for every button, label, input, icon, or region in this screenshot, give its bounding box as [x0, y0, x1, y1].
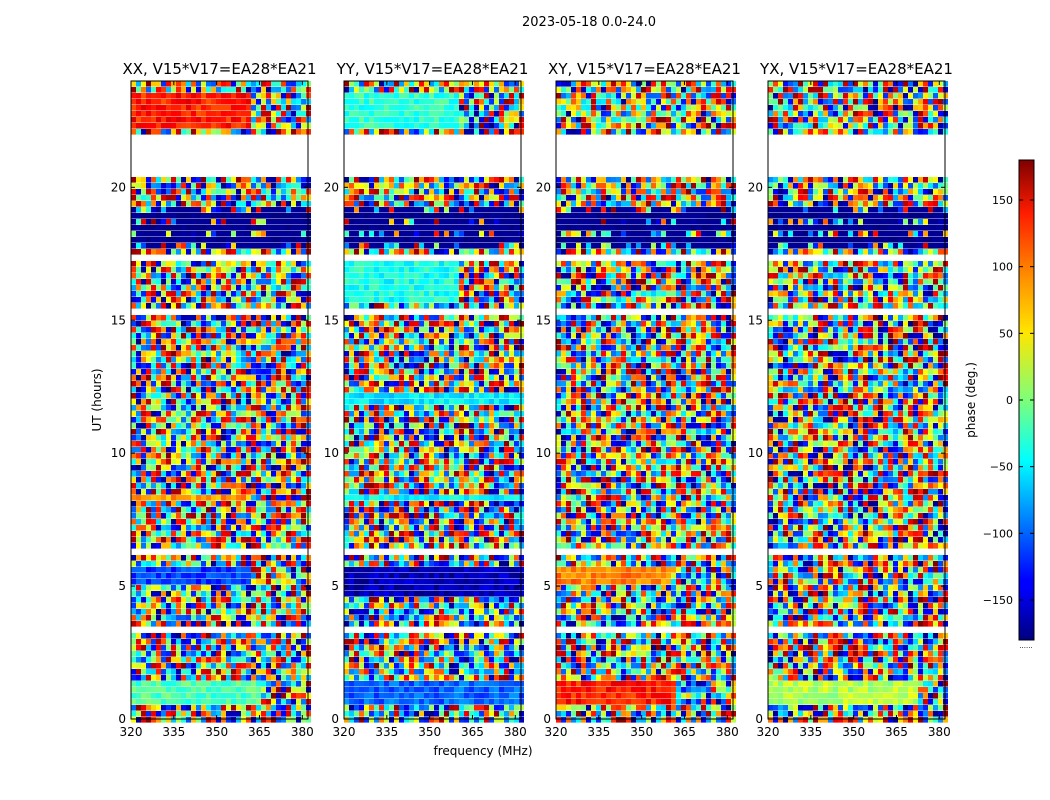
- colorbar: −150 −100 −50 0 50 100 150 phase (deg.) ......: [964, 159, 1035, 650]
- colorbar-tick-label: −150: [983, 594, 1013, 607]
- x-tick-label: 320: [120, 725, 143, 739]
- y-tick-label: 10: [111, 446, 126, 460]
- y-axis-label: UT (hours): [90, 368, 104, 431]
- panel-yy: YY, V15*V17=EA28*EA21 320 335 350 365 380 0 5 10…: [324, 60, 529, 739]
- x-tick-label: 320: [333, 725, 356, 739]
- x-tick-label: 380: [291, 725, 314, 739]
- y-tick-label: 20: [536, 180, 551, 194]
- colorbar-label: phase (deg.): [964, 362, 978, 438]
- colorbar-below-label: ......: [1019, 642, 1032, 650]
- heatmap-cells: [344, 81, 524, 723]
- y-tick-label: 0: [543, 712, 551, 726]
- colorbar-tick-label: 150: [992, 194, 1013, 207]
- y-tick-label: 0: [118, 712, 126, 726]
- y-tick-label: 15: [748, 313, 763, 327]
- colorbar-tick-label: −100: [983, 527, 1013, 540]
- panel-title: YX, V15*V17=EA28*EA21: [759, 60, 953, 78]
- y-tick-label: 5: [543, 579, 551, 593]
- x-tick-label: 350: [418, 725, 441, 739]
- y-tick-label: 10: [324, 446, 339, 460]
- heatmap-cells: [768, 81, 948, 723]
- x-tick-label: 335: [587, 725, 610, 739]
- y-tick-label: 20: [324, 180, 339, 194]
- x-tick-label: 365: [461, 725, 484, 739]
- x-axis-label: frequency (MHz): [433, 744, 532, 758]
- panel-title: YY, V15*V17=EA28*EA21: [336, 60, 529, 78]
- y-tick-label: 20: [748, 180, 763, 194]
- panel-xx: XX, V15*V17=EA28*EA21 320 335 350 365 380 0 5 10…: [111, 60, 317, 739]
- figure-suptitle: 2023-05-18 0.0-24.0: [522, 15, 656, 30]
- heatmap-cells: [131, 81, 311, 723]
- x-tick-label: 350: [205, 725, 228, 739]
- y-tick-label: 0: [755, 712, 763, 726]
- x-tick-label: 365: [248, 725, 271, 739]
- panel-title: XX, V15*V17=EA28*EA21: [122, 60, 316, 78]
- x-tick-label: 335: [375, 725, 398, 739]
- colorbar-ticks: −150 −100 −50 0 50 100 150: [983, 194, 1034, 607]
- y-tick-label: 0: [331, 712, 339, 726]
- colorbar-tick-label: −50: [990, 461, 1013, 474]
- y-tick-label: 10: [748, 446, 763, 460]
- panel-frame: [767, 80, 946, 720]
- x-tick-label: 320: [757, 725, 780, 739]
- x-tick-label: 335: [799, 725, 822, 739]
- y-tick-label: 15: [111, 313, 126, 327]
- panel-frame: [343, 80, 522, 720]
- x-tick-label: 365: [673, 725, 696, 739]
- y-tick-label: 5: [331, 579, 339, 593]
- x-tick-label: 350: [630, 725, 653, 739]
- x-tick-label: 380: [716, 725, 739, 739]
- colorbar-tick-label: 0: [1006, 394, 1013, 407]
- y-tick-label: 15: [324, 313, 339, 327]
- colorbar-tick-label: 50: [999, 327, 1013, 340]
- y-tick-label: 5: [755, 579, 763, 593]
- y-tick-label: 20: [111, 180, 126, 194]
- panel-title: XY, V15*V17=EA28*EA21: [548, 60, 741, 78]
- x-tick-label: 380: [504, 725, 527, 739]
- panels-group: XX, V15*V17=EA28*EA21 320 335 350 365 380 0 5 10…: [111, 60, 953, 739]
- x-tick-label: 335: [162, 725, 185, 739]
- x-tick-label: 380: [928, 725, 951, 739]
- x-tick-label: 320: [545, 725, 568, 739]
- colorbar-tick-label: 100: [992, 261, 1013, 274]
- y-tick-label: 15: [536, 313, 551, 327]
- x-tick-label: 350: [842, 725, 865, 739]
- panel-yx: YX, V15*V17=EA28*EA21 320 335 350 365 380 0 5 10…: [748, 60, 953, 739]
- panel-xy: XY, V15*V17=EA28*EA21 320 335 350 365 380 0 5 10…: [536, 60, 741, 739]
- x-tick-label: 365: [885, 725, 908, 739]
- y-tick-label: 5: [118, 579, 126, 593]
- y-tick-label: 10: [536, 446, 551, 460]
- panel-frame: [555, 80, 734, 720]
- heatmap-cells: [556, 81, 736, 723]
- panel-frame: [130, 80, 309, 720]
